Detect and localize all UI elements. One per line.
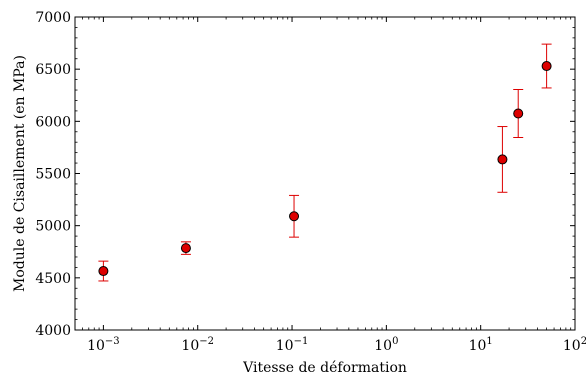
data-point [289, 211, 300, 222]
plot-area-border [74, 16, 576, 331]
y-tick-label: 6000 [35, 114, 71, 130]
y-axis-label: Module de Cisaillement (en MPa) [12, 55, 28, 292]
tick-labels: 4000 4500 5000 5500 6000 6500 7000 10−3 10−2 10−1… [35, 10, 586, 354]
axis-ticks [74, 16, 576, 331]
y-tick-label: 4500 [35, 271, 71, 287]
y-tick-label: 4000 [35, 323, 71, 339]
y-tick-label: 5000 [35, 219, 71, 235]
data-point [497, 154, 508, 165]
data-point [541, 61, 552, 72]
x-tick-label: 101 [469, 336, 493, 354]
x-tick-label: 10−2 [181, 336, 214, 354]
x-tick-label: 10−1 [276, 336, 309, 354]
plot-frame [74, 16, 576, 331]
data-point [180, 243, 191, 254]
error-bars [98, 43, 552, 282]
y-tick-label: 7000 [35, 10, 71, 26]
data-markers [98, 61, 552, 277]
y-tick-label: 6500 [35, 62, 71, 78]
x-tick-label: 102 [563, 336, 586, 354]
data-point [98, 266, 109, 277]
x-tick-label: 100 [374, 336, 398, 354]
data-point [513, 108, 524, 119]
y-tick-label: 5500 [35, 167, 71, 183]
x-axis-label: Vitesse de déformation [242, 360, 407, 376]
x-tick-label: 10−3 [87, 336, 120, 354]
